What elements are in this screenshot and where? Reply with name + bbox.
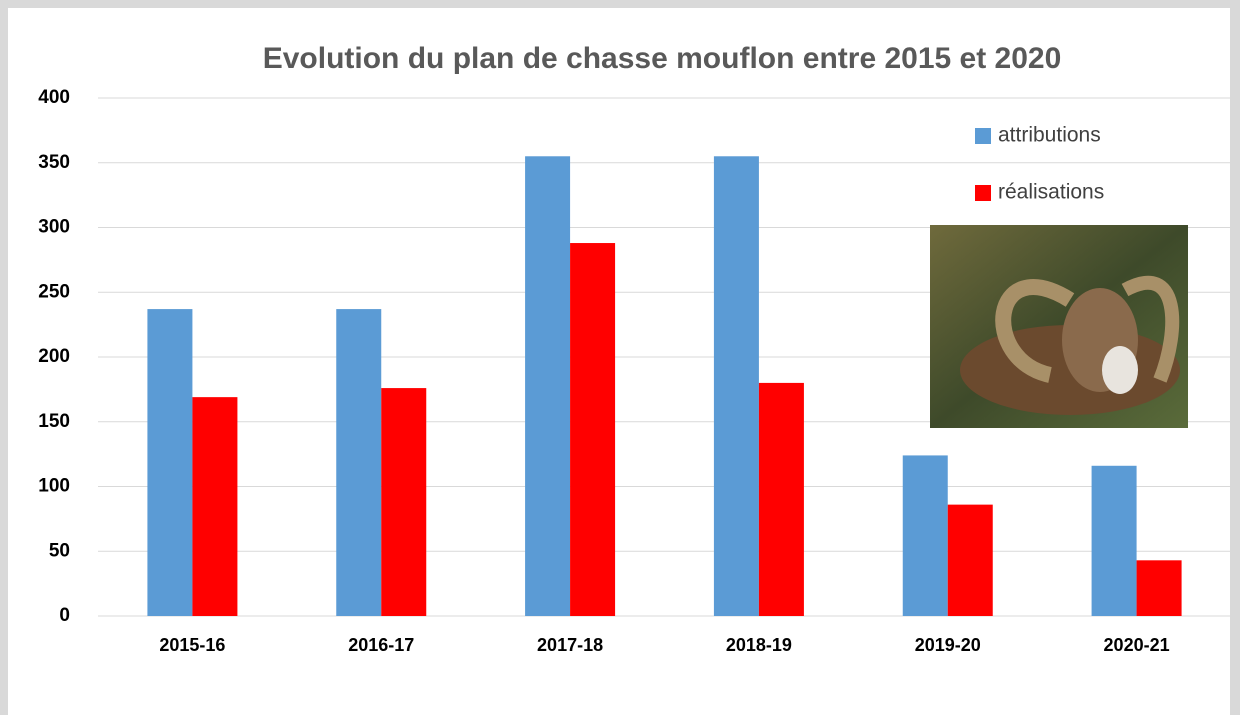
y-tick-label: 0	[59, 605, 70, 626]
legend-label: réalisations	[998, 181, 1104, 204]
legend-swatch	[975, 185, 991, 201]
x-tick-label: 2018-19	[726, 635, 792, 655]
bar	[948, 505, 993, 616]
bar	[759, 383, 804, 616]
bar	[1092, 466, 1137, 616]
y-tick-label: 200	[38, 346, 70, 367]
bar	[570, 243, 615, 616]
y-tick-label: 300	[38, 217, 70, 238]
y-tick-label: 100	[38, 476, 70, 497]
x-tick-label: 2017-18	[537, 635, 603, 655]
y-tick-label: 350	[38, 152, 70, 173]
y-tick-label: 50	[49, 540, 70, 561]
bar	[381, 388, 426, 616]
bar	[1137, 560, 1182, 616]
x-tick-label: 2020-21	[1104, 635, 1170, 655]
chart-title: Evolution du plan de chasse mouflon entr…	[263, 42, 1062, 75]
y-tick-label: 250	[38, 281, 70, 302]
legend-label: attributions	[998, 124, 1101, 147]
y-tick-label: 150	[38, 411, 70, 432]
chart: Evolution du plan de chasse mouflon entr…	[0, 0, 1240, 715]
bar	[192, 397, 237, 616]
x-tick-label: 2019-20	[915, 635, 981, 655]
photo	[930, 225, 1188, 428]
bar	[336, 309, 381, 616]
bar	[903, 455, 948, 616]
y-tick-label: 400	[38, 87, 70, 108]
bar	[525, 156, 570, 616]
bar	[714, 156, 759, 616]
bar	[147, 309, 192, 616]
x-tick-label: 2016-17	[348, 635, 414, 655]
legend-swatch	[975, 128, 991, 144]
x-tick-label: 2015-16	[159, 635, 225, 655]
